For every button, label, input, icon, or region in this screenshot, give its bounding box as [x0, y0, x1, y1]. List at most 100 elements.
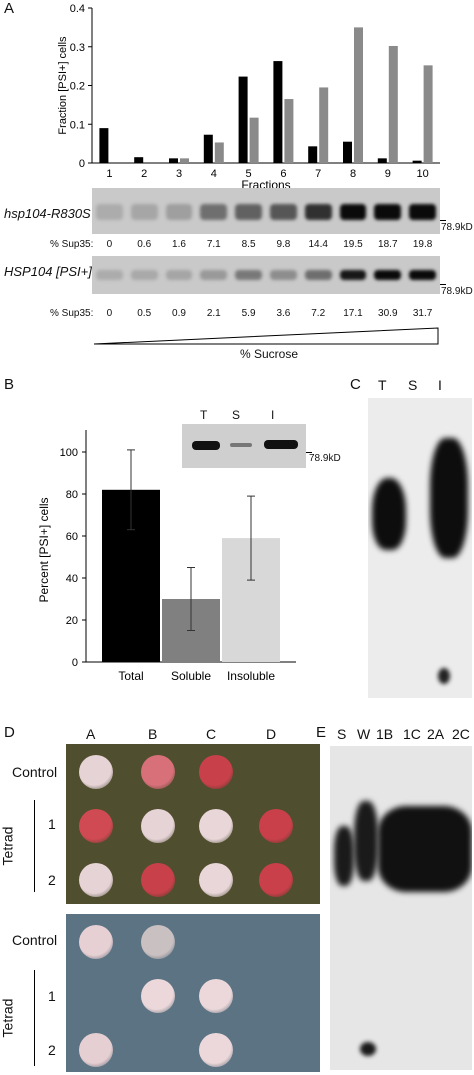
a-bar — [273, 61, 283, 163]
column-b-label: B — [148, 726, 158, 742]
a-x-tick-label: 5 — [246, 168, 252, 180]
panel-c-blot — [368, 398, 472, 698]
sup35-value: 1.6 — [172, 239, 186, 250]
b-y-axis-title: Percent [PSI+] cells — [37, 497, 51, 602]
a-bar — [134, 157, 144, 163]
panel-c-lane-s: S — [408, 377, 418, 393]
panel-b-inset-blot — [182, 424, 306, 468]
a-y-tick-label: 0.4 — [70, 3, 85, 15]
panel-a-letter: A — [4, 0, 15, 17]
sucrose-label: % Sucrose — [240, 347, 299, 361]
yeast-colony — [199, 863, 233, 897]
inset-marker-tick — [306, 452, 312, 453]
sup35-value: 0 — [106, 239, 113, 250]
yeast-colony — [141, 755, 175, 789]
top-row-control-label: Control — [12, 764, 58, 780]
panel-e-lane-label: 1C — [403, 726, 421, 742]
a-bar — [180, 158, 189, 163]
a-bar — [169, 158, 178, 163]
inset-lane-s: S — [232, 408, 241, 422]
b-y-tick-label: 80 — [66, 489, 78, 501]
blot-band — [409, 204, 436, 220]
sup35-value: 7.1 — [206, 239, 221, 250]
panel-e-lane-label: W — [357, 726, 371, 742]
b-y-tick-label: 100 — [60, 447, 78, 459]
a-bar — [423, 65, 433, 163]
panel-e-lane-label: 2A — [427, 726, 445, 742]
blot2-label: HSP104 [PSI+] — [4, 264, 92, 279]
panel-e-spot — [360, 1042, 376, 1056]
a-y-tick-label: 0.3 — [70, 42, 85, 54]
yeast-colony — [79, 809, 113, 843]
blot-band — [374, 270, 402, 280]
blot-band — [270, 204, 297, 220]
top-row-2-label: 2 — [48, 872, 56, 888]
blot2-sup-label: % Sup35: — [50, 308, 94, 319]
a-x-tick-label: 3 — [176, 168, 182, 180]
bottom-row-2-label: 2 — [48, 1042, 56, 1058]
b-y-tick-label: 40 — [66, 573, 78, 585]
a-x-tick-label: 9 — [385, 168, 391, 180]
panel-c-spot — [438, 668, 450, 684]
blot-band — [165, 270, 193, 280]
sup35-value: 0.9 — [172, 308, 186, 319]
sucrose-gradient-wedge — [93, 327, 439, 345]
a-bar — [343, 141, 352, 163]
blot1-label: hsp104-R830S — [4, 206, 91, 221]
a-bar — [354, 27, 363, 163]
panel-b-letter: B — [4, 376, 15, 393]
a-bar — [249, 117, 259, 163]
yeast-colony — [79, 755, 113, 789]
a-bar — [412, 160, 422, 163]
column-d-label: D — [266, 726, 277, 742]
a-bar — [388, 45, 398, 163]
b-category-label: Soluble — [171, 669, 211, 683]
blot2-marker-tick — [440, 284, 446, 285]
blot1-image — [92, 188, 440, 234]
blot1-sup-label: % Sup35: — [50, 239, 94, 250]
blot2-image — [92, 256, 440, 294]
yeast-colony — [141, 863, 175, 897]
yeast-colony — [141, 809, 175, 843]
a-x-tick-label: 1 — [106, 168, 112, 180]
a-bar — [203, 134, 213, 163]
sup35-value: 0.5 — [137, 308, 152, 319]
a-y-tick-label: 0.1 — [70, 119, 85, 131]
panel-a-bar-chart: 00.10.20.30.41 2 3 4 5 6 7 8 9 10FractionsFractio… — [57, 3, 440, 192]
top-tetrad-label: Tetrad — [0, 826, 16, 866]
column-c-label: C — [206, 726, 217, 742]
sup35-value: 18.7 — [378, 239, 398, 250]
yeast-colony — [199, 755, 233, 789]
bottom-tetrad-label: Tetrad — [0, 998, 16, 1038]
a-y-tick-label: 0 — [79, 158, 85, 170]
blot-band — [304, 204, 332, 220]
sup35-value: 31.7 — [412, 308, 433, 319]
a-x-tick-label: 8 — [350, 168, 356, 180]
blot2-marker: 78.9kD — [441, 286, 473, 297]
a-x-tick-label: 10 — [416, 168, 428, 180]
b-category-label: Total — [118, 669, 143, 683]
blot-band — [409, 270, 436, 280]
sup35-value: 17.1 — [343, 308, 363, 319]
panel-e-blot — [330, 746, 472, 1070]
bottom-row-control-label: Control — [12, 932, 58, 948]
sup35-value: 0 — [106, 308, 113, 319]
blot-band — [130, 270, 158, 280]
sup35-value: 30.9 — [378, 308, 398, 319]
blot-band — [235, 270, 262, 280]
sup35-value: 7.2 — [311, 308, 326, 319]
a-bar — [308, 146, 318, 163]
yeast-colony — [199, 809, 233, 843]
blot-band — [130, 204, 158, 220]
bottom-tetrad-bracket — [34, 970, 35, 1066]
blot-band — [374, 204, 402, 220]
a-bar — [99, 128, 109, 163]
b-category-label: Insoluble — [227, 669, 275, 683]
panel-e-lane-label: S — [337, 726, 347, 742]
a-y-tick-label: 0.2 — [70, 81, 85, 93]
inset-lane-t: T — [200, 408, 208, 422]
a-x-tick-label: 7 — [315, 168, 321, 180]
panel-c-smear-total — [372, 478, 406, 550]
blot1-marker-tick — [440, 220, 446, 221]
top-tetrad-bracket — [34, 800, 35, 892]
